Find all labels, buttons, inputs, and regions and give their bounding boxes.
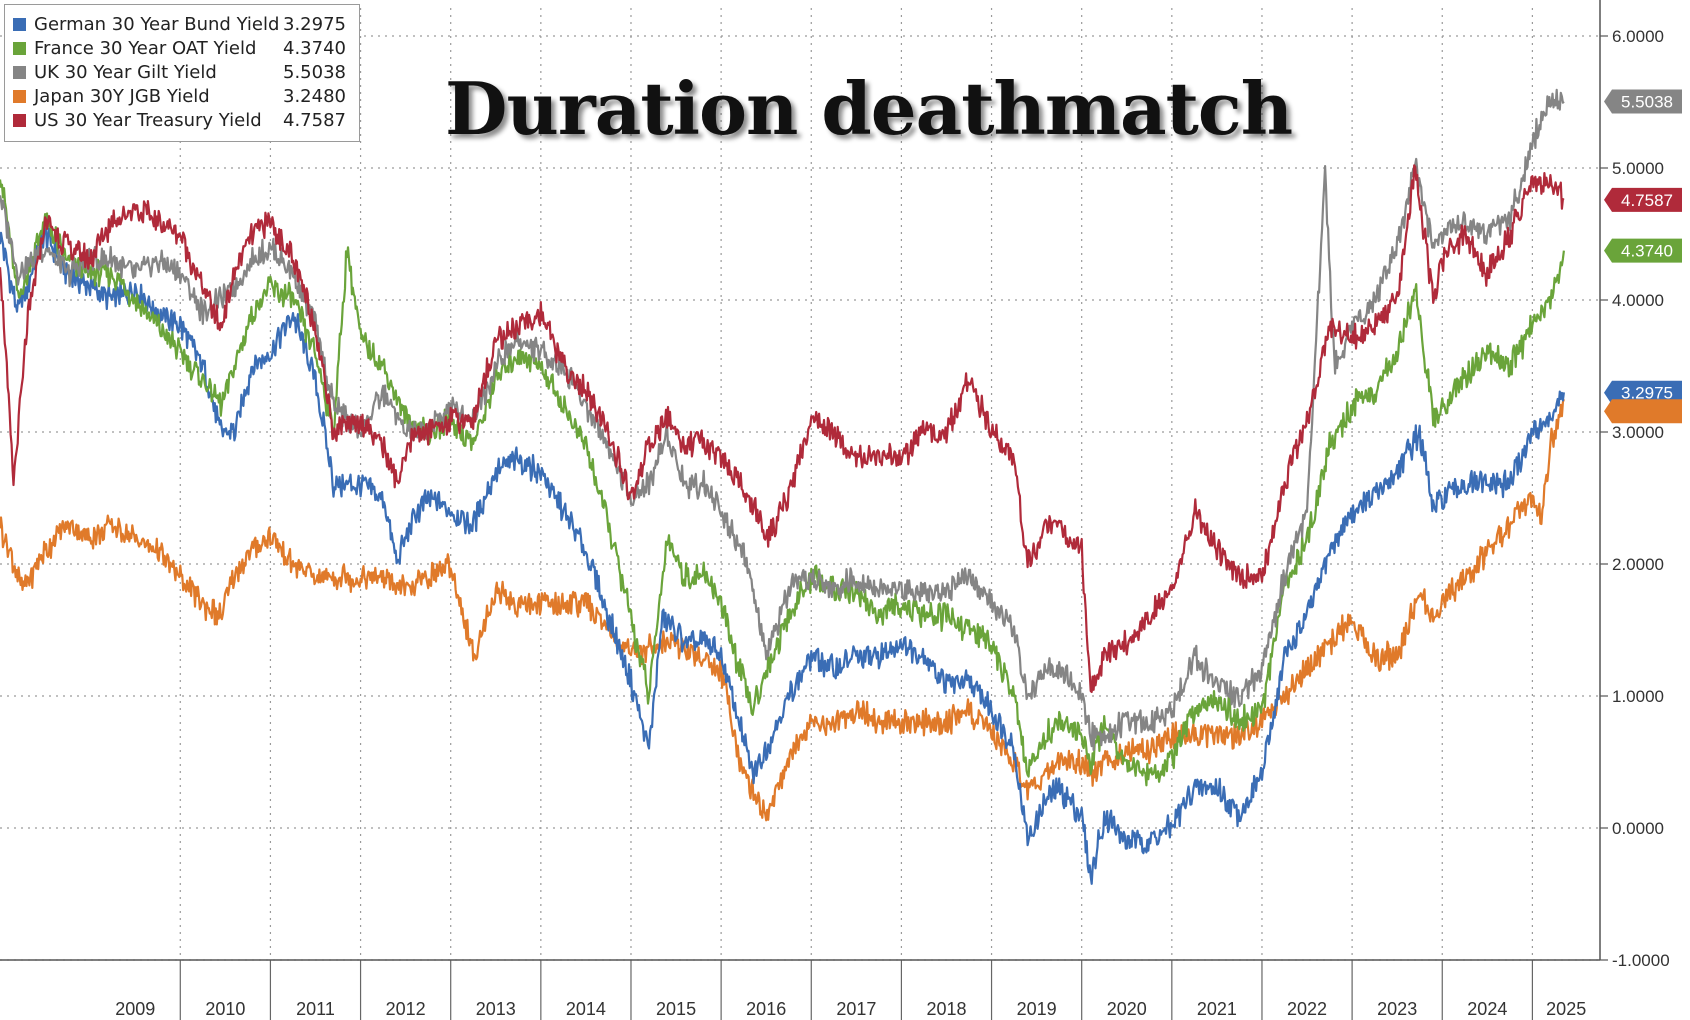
x-tick-label: 2015 bbox=[656, 999, 696, 1019]
legend-label: US 30 Year Treasury Yield bbox=[34, 109, 262, 131]
last-value-labels: 3.2975 4.3740 5.5038 4.7587 bbox=[1604, 89, 1682, 424]
series-line bbox=[0, 222, 1565, 885]
last-value-tag-label: 5.5038 bbox=[1621, 92, 1673, 111]
x-tick-label: 2021 bbox=[1197, 999, 1237, 1019]
legend-value: 3.2975 bbox=[283, 13, 346, 35]
legend-swatch bbox=[13, 89, 26, 103]
legend-value: 4.3740 bbox=[283, 37, 346, 59]
x-tick-label: 2025 bbox=[1546, 999, 1586, 1019]
x-tick-label: 2022 bbox=[1287, 999, 1327, 1019]
x-tick-label: 2019 bbox=[1017, 999, 1057, 1019]
last-value-tag-label: 4.3740 bbox=[1621, 242, 1673, 261]
x-tick-label: 2018 bbox=[926, 999, 966, 1019]
x-tick-label: 2012 bbox=[386, 999, 426, 1019]
last-value-tag-bg bbox=[1604, 238, 1682, 263]
x-tick-label: 2010 bbox=[205, 999, 245, 1019]
legend-label: France 30 Year OAT Yield bbox=[34, 37, 257, 59]
x-tick-label: 2009 bbox=[115, 999, 155, 1019]
legend-item-german: German 30 Year Bund Yield 3.2975 bbox=[13, 12, 351, 36]
legend-swatch bbox=[13, 17, 26, 31]
x-tick-label: 2011 bbox=[296, 999, 335, 1019]
last-value-tag-label: 3.2975 bbox=[1621, 384, 1673, 403]
last-value-tag-bg bbox=[1604, 187, 1682, 212]
series-line bbox=[0, 398, 1565, 822]
last-value-tag: 4.3740 bbox=[1604, 238, 1682, 263]
last-value-tag-label: 4.7587 bbox=[1621, 191, 1673, 210]
x-tick-label: 2013 bbox=[476, 999, 516, 1019]
series-line bbox=[0, 179, 1565, 787]
last-value-tag: 4.7587 bbox=[1604, 187, 1682, 212]
legend-item-uk: UK 30 Year Gilt Yield 5.5038 bbox=[13, 60, 351, 84]
series-lines bbox=[0, 88, 1565, 885]
last-value-tag: 3.2975 bbox=[1604, 380, 1682, 405]
y-tick-label: 2.0000 bbox=[1612, 555, 1664, 574]
legend-swatch bbox=[13, 41, 26, 55]
legend-value: 3.2480 bbox=[283, 85, 346, 107]
last-value-tag: 5.5038 bbox=[1604, 89, 1682, 114]
legend-label: UK 30 Year Gilt Yield bbox=[34, 61, 217, 83]
legend-item-france: France 30 Year OAT Yield 4.3740 bbox=[13, 36, 351, 60]
chart-title: Duration deathmatch bbox=[445, 66, 1293, 151]
x-tick-label: 2023 bbox=[1377, 999, 1417, 1019]
legend-swatch bbox=[13, 65, 26, 79]
legend-item-japan: Japan 30Y JGB Yield 3.2480 bbox=[13, 84, 351, 108]
legend-label: Japan 30Y JGB Yield bbox=[34, 85, 210, 107]
y-tick-label: 4.0000 bbox=[1612, 291, 1664, 310]
y-tick-label: -1.0000 bbox=[1612, 951, 1670, 970]
series-line bbox=[0, 164, 1565, 693]
last-value-tag-bg bbox=[1604, 399, 1682, 424]
y-tick-label: 3.0000 bbox=[1612, 423, 1664, 442]
legend-value: 4.7587 bbox=[283, 109, 346, 131]
x-tick-label: 2020 bbox=[1107, 999, 1147, 1019]
legend-value: 5.5038 bbox=[283, 61, 346, 83]
y-tick-label: 0.0000 bbox=[1612, 819, 1664, 838]
last-value-tag bbox=[1604, 399, 1682, 424]
y-tick-label: 5.0000 bbox=[1612, 159, 1664, 178]
legend-swatch bbox=[13, 113, 26, 127]
x-tick-label: 2014 bbox=[566, 999, 606, 1019]
legend: German 30 Year Bund Yield 3.2975 France … bbox=[4, 4, 360, 142]
legend-label: German 30 Year Bund Yield bbox=[34, 13, 280, 35]
y-tick-label: 1.0000 bbox=[1612, 687, 1664, 706]
legend-item-us: US 30 Year Treasury Yield 4.7587 bbox=[13, 108, 351, 132]
last-value-tag-bg bbox=[1604, 89, 1682, 114]
y-tick-label: 6.0000 bbox=[1612, 27, 1664, 46]
series-line bbox=[0, 88, 1565, 752]
last-value-tag-bg bbox=[1604, 380, 1682, 405]
x-tick-label: 2024 bbox=[1467, 999, 1507, 1019]
x-tick-label: 2016 bbox=[746, 999, 786, 1019]
x-tick-label: 2017 bbox=[836, 999, 876, 1019]
